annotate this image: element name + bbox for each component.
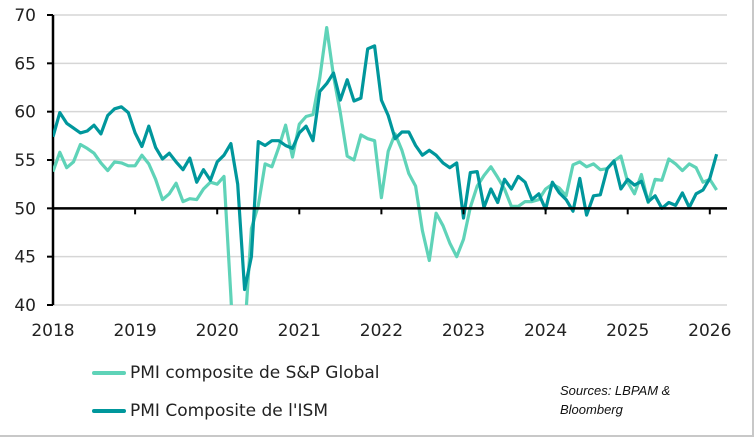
y-tick-label: 40 — [14, 296, 36, 316]
y-tick-label: 65 — [14, 54, 36, 74]
x-tick-label: 2022 — [360, 321, 403, 341]
series-line-ism — [53, 44, 719, 292]
sources-line-2: Bloomberg — [560, 402, 623, 417]
legend-item-ism: PMI Composite de l'ISM — [92, 401, 328, 421]
y-tick-label: 45 — [14, 248, 36, 268]
legend-label-sp-global: PMI composite de S&P Global — [130, 363, 380, 383]
x-tick-label: 2018 — [31, 321, 74, 341]
y-tick-label: 50 — [14, 199, 36, 219]
sources-note: Sources: LBPAM & Bloomberg — [560, 381, 700, 419]
legend-label-ism: PMI Composite de l'ISM — [130, 401, 328, 421]
y-tick-label: 60 — [14, 103, 36, 123]
legend-swatch-sp-global — [92, 371, 126, 375]
x-tick-label: 2025 — [606, 321, 649, 341]
legend-item-sp-global: PMI composite de S&P Global — [92, 363, 380, 383]
x-tick-label: 2024 — [524, 321, 567, 341]
x-tick-label: 2026 — [688, 321, 731, 341]
y-tick-label: 70 — [14, 6, 36, 26]
y-tick-label: 55 — [14, 151, 36, 171]
x-tick-label: 2021 — [278, 321, 321, 341]
sources-line-1: Sources: LBPAM & — [560, 383, 671, 398]
x-tick-label: 2019 — [113, 321, 156, 341]
x-tick-label: 2023 — [442, 321, 485, 341]
x-tick-label: 2020 — [196, 321, 239, 341]
legend-swatch-ism — [92, 409, 126, 413]
